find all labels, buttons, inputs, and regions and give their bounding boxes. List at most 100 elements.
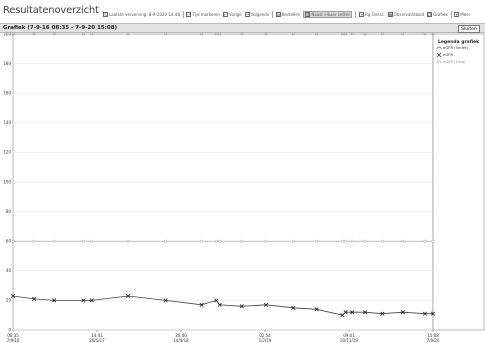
legend-item-label: eGFR (limiet) — [443, 45, 468, 50]
y-tick-label: 40 — [6, 268, 12, 273]
x-marker-icon — [436, 52, 442, 58]
grafiek-header: Grafiek (7-9-16 08:35 - 7-9-20 15:08) Sl… — [0, 23, 485, 33]
data-point — [350, 310, 355, 315]
toolbar-separator — [272, 11, 273, 18]
series-egfr — [10, 293, 436, 318]
series-egfr-limiet — [11, 239, 435, 243]
next-button[interactable]: → Volgende — [244, 12, 270, 17]
toolbar-label: Bestellen — [281, 12, 301, 17]
limiet-point — [380, 239, 384, 243]
legend-item-label: eGFR — [443, 52, 453, 57]
toolbar-label: Observatieblad — [393, 12, 425, 17]
data-point — [163, 298, 168, 303]
data-point — [422, 311, 427, 316]
lmq-point — [214, 33, 218, 36]
limiet-point — [350, 239, 354, 243]
toolbar-label: Grafiek — [433, 12, 448, 17]
x-tick-date: 7/9/20 — [427, 338, 440, 343]
close-button[interactable]: Sluiten — [458, 25, 480, 33]
data-point — [239, 304, 244, 309]
toolbar-separator — [182, 11, 184, 18]
curve-marker-icon — [436, 46, 442, 50]
limiet-point — [214, 239, 218, 243]
lmq-point — [363, 33, 367, 36]
data-point — [52, 298, 57, 303]
clock-icon: ◷ — [186, 12, 192, 17]
x-tick-time: 14:41 — [91, 333, 103, 338]
y-tick-label: 100 — [3, 179, 11, 184]
legend: Legenda grafiek eGFR (limiet) eGFR eGFR (L… — [436, 39, 480, 64]
lmq-point — [11, 33, 15, 36]
lmq-point — [340, 33, 344, 36]
x-tick-time: 02:54 — [259, 333, 271, 338]
lmq-point — [126, 33, 130, 36]
side-by-side-button[interactable]: ▥ Naast elkaar zetten — [303, 11, 353, 18]
app-title: Resultatenoverzicht — [3, 5, 99, 16]
series-layer — [10, 33, 436, 318]
grafiek-title: Grafiek (7-9-16 08:35 - 7-9-20 15:08) — [3, 25, 118, 31]
toolbar: ↻ Laatste verversing: 8-9-2020 14:48 ◷ Tijd… — [103, 10, 473, 19]
data-point — [430, 311, 436, 316]
limiet-point — [82, 239, 85, 243]
lmq-point — [82, 33, 85, 36]
lmq-point — [32, 33, 36, 36]
lmq-point — [90, 33, 94, 36]
toolbar-label: Tijd markeren — [192, 12, 221, 17]
lmq-point — [315, 33, 319, 36]
y-tick-label: 140 — [3, 120, 11, 125]
limiet-point — [164, 239, 168, 243]
limiet-point — [423, 239, 427, 243]
limiet-point — [200, 239, 204, 243]
x-tick-date: 20/11/19 — [340, 338, 358, 343]
lmq-point — [218, 33, 222, 36]
chevron-down-icon: ▾ — [454, 12, 460, 17]
x-tick-time: 15:08 — [427, 333, 439, 338]
more-button[interactable]: ▾ Meer — [454, 12, 470, 17]
previous-button[interactable]: ← Vorige — [223, 12, 242, 17]
refresh-button[interactable]: ↻ Laatste verversing: 8-9-2020 14:48 — [103, 12, 180, 17]
columns-icon: ▥ — [305, 12, 311, 17]
data-point — [199, 302, 204, 307]
data-point — [10, 293, 16, 299]
overview-button[interactable]: ≡ Rg Overz. — [359, 12, 385, 17]
series-line — [12, 295, 433, 316]
order-button[interactable]: ▤ Bestellen — [275, 12, 301, 17]
limiet-point — [431, 239, 435, 243]
y-tick-label: 160 — [3, 91, 11, 96]
lmq-point — [401, 33, 405, 36]
limiet-point — [32, 239, 36, 243]
toolbar-label: Vorige — [229, 12, 242, 17]
legend-panel — [432, 33, 485, 331]
x-tick-date: 7/9/16 — [7, 338, 20, 343]
data-point — [380, 311, 385, 316]
egfr-chart: 0 20 40 60 80 100 120 140 160 180 200 08:357/9/16 1… — [3, 33, 485, 343]
toolbar-label: Volgende — [250, 12, 270, 17]
chart-icon: ▨ — [427, 12, 433, 17]
legend-title: Legenda grafiek — [438, 39, 480, 45]
toolbar-separator — [355, 11, 357, 18]
lmq-point — [350, 33, 354, 36]
data-point — [125, 293, 131, 299]
observation-sheet-button[interactable]: ▦ Observatieblad — [387, 12, 425, 17]
toolbar-label: Laatste verversing: 8-9-2020 14:48 — [109, 12, 180, 17]
y-tick-label: 20 — [6, 298, 12, 303]
data-point — [314, 307, 319, 312]
data-point — [363, 310, 368, 315]
y-tick-label: 0 — [8, 327, 11, 332]
mark-time-button[interactable]: ◷ Tijd markeren — [186, 12, 220, 17]
limiet-point — [11, 239, 15, 243]
y-tick-label: 80 — [6, 209, 12, 214]
x-tick-time: 08:35 — [7, 333, 19, 338]
arrow-right-icon: → — [244, 12, 250, 17]
limiet-point — [218, 239, 222, 243]
limiet-point — [126, 239, 130, 243]
toolbar-label: Naast elkaar zetten — [311, 12, 351, 17]
lmq-point — [423, 33, 427, 36]
data-point — [263, 302, 269, 307]
toolbar-label: Rg Overz. — [365, 12, 385, 17]
lmq-point — [291, 33, 295, 36]
data-point — [89, 298, 94, 303]
toolbar-separator — [450, 11, 452, 18]
lmq-point — [431, 33, 435, 36]
chart-button[interactable]: ▨ Grafiek — [427, 12, 448, 17]
